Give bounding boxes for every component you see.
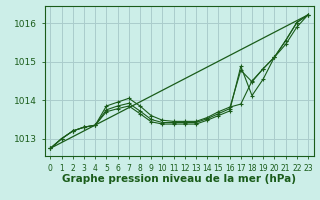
X-axis label: Graphe pression niveau de la mer (hPa): Graphe pression niveau de la mer (hPa) <box>62 174 296 184</box>
